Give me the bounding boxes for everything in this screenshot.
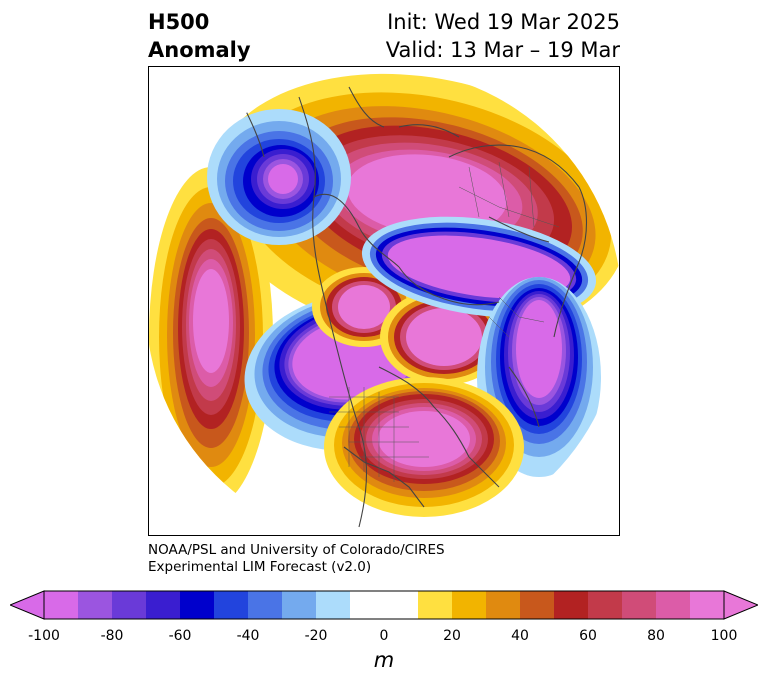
- colorbar-tick-label: 80: [647, 628, 665, 644]
- colorbar-bin-1: [78, 591, 113, 619]
- colorbar: [10, 590, 758, 620]
- colorbar-tick-label: 0: [379, 628, 389, 644]
- colorbar-tick-label: -60: [168, 628, 192, 644]
- colorbar-bin-15: [588, 591, 623, 619]
- colorbar-bin-10: [418, 591, 453, 619]
- colorbar-bin-13: [520, 591, 555, 619]
- colorbar-bin-4: [180, 591, 215, 619]
- colorbar-low-extend: [10, 590, 45, 620]
- colorbar-bin-14: [554, 591, 589, 619]
- colorbar-bin-12: [486, 591, 521, 619]
- title-line-2: Anomaly: [148, 38, 251, 62]
- colorbar-bin-11: [452, 591, 487, 619]
- colorbar-tick-label: -100: [28, 628, 60, 644]
- title-line-1: H500: [148, 10, 210, 34]
- init-date: Init: Wed 19 Mar 2025: [387, 10, 620, 34]
- map-svg: [149, 69, 619, 535]
- anomaly-center-asia-negative: [477, 277, 601, 477]
- forecast-dates: Init: Wed 19 Mar 2025 Valid: 13 Mar – 19…: [386, 8, 620, 64]
- colorbar-tick-label: -20: [304, 628, 328, 644]
- valid-range: Valid: 13 Mar – 19 Mar: [385, 38, 620, 62]
- colorbar-bin-0: [44, 591, 79, 619]
- colorbar-bin-2: [112, 591, 147, 619]
- colorbar-bin-18: [690, 591, 725, 619]
- colorbar-bin-6: [248, 591, 283, 619]
- colorbar-bin-9: [350, 591, 419, 619]
- colorbar-bin-8: [316, 591, 351, 619]
- chart-title: H500 Anomaly: [148, 8, 251, 64]
- colorbar-tick-label: -80: [100, 628, 124, 644]
- anomaly-center-eastern-us-positive: [324, 377, 524, 517]
- colorbar-bin-16: [622, 591, 657, 619]
- colorbar-bins: [44, 591, 725, 619]
- colorbar-tick-label: 60: [579, 628, 597, 644]
- colorbar-high-extend: [723, 590, 758, 620]
- credit-line-1: NOAA/PSL and University of Colorado/CIRE…: [148, 542, 445, 558]
- colorbar-bin-7: [282, 591, 317, 619]
- anomaly-map: [148, 66, 620, 536]
- colorbar-units-label: m: [373, 648, 395, 672]
- political-borders: [329, 161, 560, 482]
- colorbar-outline: [43, 590, 725, 620]
- colorbar-tick-label: -40: [236, 628, 260, 644]
- credit-text: NOAA/PSL and University of Colorado/CIRE…: [148, 542, 445, 576]
- colorbar-tick-label: 40: [511, 628, 529, 644]
- colorbar-bin-5: [214, 591, 249, 619]
- colorbar-bin-3: [146, 591, 181, 619]
- coastlines: [238, 86, 587, 528]
- colorbar-tick-label: 20: [443, 628, 461, 644]
- anomaly-center-alaska-negative: [207, 109, 351, 245]
- anomaly-center-pacific-positive: [149, 167, 273, 507]
- credit-line-2: Experimental LIM Forecast (v2.0): [148, 559, 372, 575]
- anomaly-field: [149, 69, 619, 535]
- colorbar-tick-label: 100: [710, 628, 738, 644]
- colorbar-bin-17: [656, 591, 691, 619]
